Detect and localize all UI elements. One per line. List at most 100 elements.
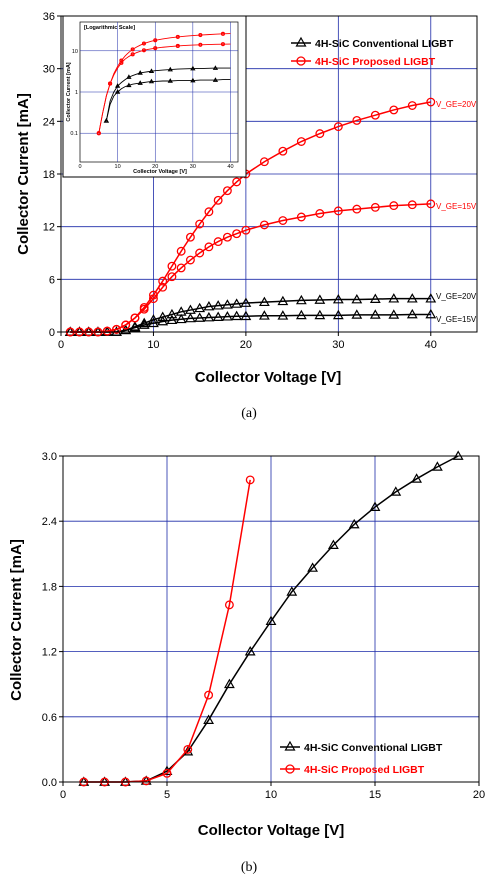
proposed-data-point	[232, 177, 242, 187]
proposed-data-point	[112, 324, 121, 334]
x-tick-label: 20	[473, 789, 485, 801]
proposed-data-point	[102, 326, 112, 336]
proposed-data-point	[232, 229, 242, 239]
inset-data-point	[220, 42, 226, 47]
conventional-data-point	[258, 296, 270, 307]
conventional-data-point	[166, 308, 178, 319]
conventional-data-point	[221, 299, 233, 309]
conventional-data-point	[194, 312, 206, 322]
proposed-data-point	[158, 282, 168, 292]
conventional-data-point	[431, 461, 443, 471]
conventional-data-point	[390, 486, 402, 496]
conventional-data-point	[277, 295, 289, 306]
proposed-data-point	[426, 97, 436, 107]
inset-data-point	[126, 74, 132, 79]
proposed-data-point	[259, 157, 269, 167]
conventional-data-point	[369, 309, 381, 319]
conventional-data-point	[295, 309, 307, 320]
conventional-data-point	[166, 314, 178, 325]
proposed-data-point	[141, 776, 151, 786]
conventional-data-point	[411, 473, 423, 483]
legend-b: 4H-SiC Conventional LIGBT 4H-SiC Propose…	[280, 740, 443, 776]
conventional-data-point	[425, 308, 437, 319]
proposed-data-point	[245, 475, 255, 485]
inset-data-point	[108, 81, 113, 86]
inset-data-point	[212, 77, 219, 82]
proposed-data-point	[185, 255, 195, 265]
proposed-data-point	[278, 146, 288, 156]
proposed-data-point	[139, 304, 149, 314]
x-tick-label: 30	[332, 339, 344, 351]
conventional-data-point	[120, 324, 132, 335]
proposed-data-point	[407, 200, 417, 210]
conventional-data-point	[348, 518, 360, 529]
panel-a-caption: (a)	[241, 406, 257, 421]
y-tick-label: 12	[43, 222, 55, 234]
inset-data-point	[175, 43, 180, 49]
proposed-data-point	[296, 137, 306, 146]
inset-data-point	[141, 41, 147, 46]
y-tick-label: 0.0	[42, 777, 57, 789]
annotation-proposed-15v: V_GE=15V	[436, 202, 477, 211]
inset-data-point	[130, 47, 135, 52]
inset-data-point	[114, 89, 121, 94]
inset-y-tick-label: 1	[75, 90, 78, 96]
proposed-data-point	[183, 744, 193, 754]
proposed-data-point	[224, 600, 234, 610]
conventional-data-point	[258, 310, 270, 320]
conventional-data-point	[157, 311, 169, 321]
conventional-data-point	[295, 294, 307, 305]
inset-y-axis-label: Collector Current [mA]	[66, 62, 72, 121]
conventional-data-point	[240, 310, 252, 321]
conventional-data-point	[138, 319, 150, 329]
conventional-data-point	[332, 309, 344, 320]
conventional-data-point	[265, 615, 277, 626]
y-axis-label-b: Collector Current [mA]	[8, 539, 25, 701]
conventional-data-point	[388, 293, 400, 303]
x-tick-label: 40	[425, 339, 437, 351]
inset-x-tick-label: 0	[78, 164, 81, 170]
conventional-data-point	[314, 309, 326, 320]
proposed-data-point	[213, 195, 223, 205]
conventional-data-point	[351, 293, 363, 304]
inset-chart: [Logarithmic Scale] 0.1 1 10 0 10 20 30 40 Coll…	[62, 15, 247, 178]
proposed-data-point	[278, 216, 288, 225]
proposed-series-line	[70, 203, 431, 333]
proposed-data-point	[195, 248, 205, 258]
conventional-data-point	[231, 298, 243, 308]
proposed-data-point	[222, 186, 232, 196]
proposed-data-point	[185, 232, 195, 242]
inset-data-point	[198, 33, 203, 38]
y-tick-label: 0.6	[42, 712, 57, 724]
y-axis-label-a: Collector Current [mA]	[15, 93, 32, 255]
inset-data-point	[190, 77, 196, 83]
y-tick-label: 1.2	[42, 647, 57, 659]
conventional-data-point	[406, 308, 418, 319]
proposed-data-point	[370, 110, 380, 120]
conventional-data-point	[203, 714, 215, 724]
conventional-data-point	[351, 309, 363, 319]
annotation-conventional-15v: V_GE=15V	[436, 315, 477, 324]
legend-marker-conventional	[295, 36, 307, 47]
conventional-data-point	[221, 311, 233, 321]
proposed-data-point	[222, 232, 232, 242]
inset-x-tick-label: 20	[152, 164, 158, 170]
inset-x-tick-label: 10	[115, 164, 121, 170]
inset-data-point	[126, 82, 132, 88]
inset-data-point	[137, 70, 143, 75]
proposed-data-point	[315, 209, 325, 218]
conventional-data-point	[223, 678, 235, 689]
inset-data-point	[103, 117, 109, 123]
inset-data-point	[167, 78, 173, 83]
legend-marker-proposed-b	[285, 764, 295, 774]
legend-a: 4H-SiC Conventional LIGBT 4H-SiC Propose…	[291, 36, 454, 68]
proposed-data-point	[162, 768, 172, 778]
conventional-data-point	[111, 326, 122, 336]
proposed-data-point	[333, 122, 343, 132]
conventional-data-point	[327, 539, 339, 549]
x-tick-label: 5	[164, 789, 170, 801]
x-tick-label: 10	[147, 339, 159, 351]
